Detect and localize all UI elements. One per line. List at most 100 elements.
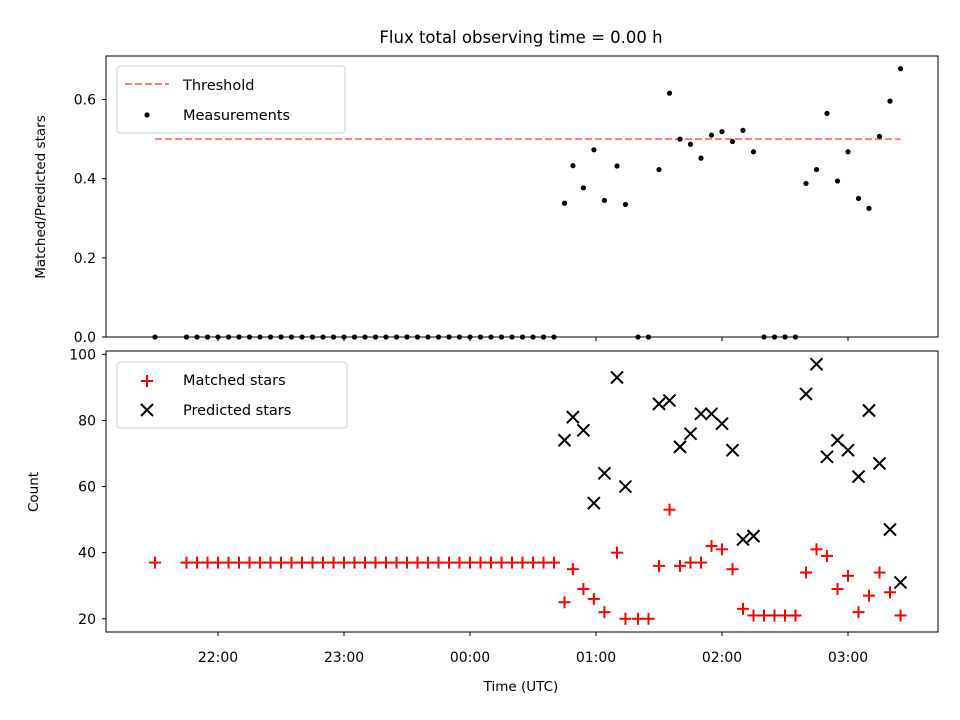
matched-stars-point	[275, 556, 287, 569]
matched-stars-point	[810, 543, 823, 556]
measurement-point	[740, 127, 746, 134]
predicted-stars-point	[809, 357, 824, 371]
predicted-stars-point	[557, 433, 572, 447]
bottom-axes-frame	[105, 350, 939, 633]
bottom-x-axis-label: Time (UTC)	[483, 679, 559, 695]
bottom-y-ticks: 20 40 60 80 100	[69, 347, 106, 628]
top-y-tick-label: 0.2	[74, 251, 96, 267]
matched-stars-point	[149, 556, 161, 569]
matched-stars-point	[716, 543, 728, 556]
matched-stars-point	[894, 609, 907, 622]
bottom-x-tick-label: 02:00	[702, 650, 742, 666]
matched-stars-point	[674, 559, 686, 572]
matched-stars-points	[149, 503, 907, 625]
measurement-point	[887, 98, 893, 104]
matched-stars-point	[296, 556, 308, 569]
matched-stars-point	[577, 583, 590, 596]
predicted-stars-point	[725, 443, 740, 457]
matched-stars-point	[401, 556, 413, 569]
matched-stars-point	[705, 540, 718, 553]
predicted-stars-point	[883, 522, 897, 537]
bottom-x-ticks: 22:00 23:00 00:00 01:00 02:00 03:00	[198, 632, 868, 666]
matched-stars-point	[800, 566, 812, 579]
measurement-point	[591, 147, 597, 153]
matched-stars-point	[821, 549, 833, 562]
matched-stars-point	[695, 556, 707, 569]
matched-stars-point	[884, 586, 896, 599]
measurement-point	[708, 132, 715, 138]
predicted-stars-point	[851, 469, 866, 484]
legend-matched-swatch	[141, 375, 153, 387]
measurement-point	[855, 195, 862, 202]
predicted-stars-point	[704, 407, 719, 421]
matched-stars-point	[642, 612, 655, 625]
matched-stars-point	[506, 556, 518, 569]
bottom-y-tick-label: 60	[78, 480, 96, 496]
bottom-x-tick-label: 00:00	[450, 650, 490, 666]
matched-stars-point	[747, 609, 760, 622]
matched-stars-point	[789, 609, 802, 622]
top-y-tick-label: 0.6	[74, 93, 96, 109]
measurement-point	[666, 90, 673, 96]
matched-stars-point	[537, 556, 550, 569]
matched-stars-point	[380, 556, 392, 569]
predicted-stars-point	[576, 423, 591, 438]
matched-stars-point	[566, 563, 579, 576]
measurement-point	[677, 136, 683, 142]
matched-stars-point	[422, 556, 434, 569]
measurement-point	[813, 166, 820, 173]
measurement-point	[897, 66, 904, 72]
bottom-legend: Matched stars Predicted stars	[116, 361, 348, 429]
measurement-point	[580, 185, 587, 191]
matched-stars-point	[222, 556, 235, 569]
measurement-point	[834, 178, 841, 184]
predicted-stars-point	[862, 403, 876, 418]
predicted-stars-point	[799, 387, 813, 401]
predicted-stars-point	[610, 370, 624, 385]
measurement-point	[866, 205, 872, 211]
matched-stars-point	[516, 556, 529, 569]
measurement-point	[622, 201, 629, 208]
predicted-stars-point	[715, 417, 729, 431]
matched-stars-point	[317, 556, 329, 569]
predicted-stars-point	[652, 397, 666, 411]
matched-stars-point	[254, 556, 266, 569]
matched-stars-point	[327, 556, 340, 569]
predicted-stars-point	[746, 529, 761, 543]
bottom-y-axis-label: Count	[26, 472, 42, 512]
matched-stars-point	[842, 569, 854, 582]
predicted-stars-points	[557, 357, 908, 590]
legend-predicted-swatch	[140, 403, 154, 417]
matched-stars-point	[558, 596, 571, 609]
matched-stars-point	[663, 503, 676, 516]
legend-measurements-swatch	[144, 112, 150, 118]
measurement-point	[561, 200, 568, 206]
bottom-x-tick-label: 01:00	[576, 650, 616, 666]
matched-stars-point	[587, 592, 600, 605]
top-y-ticks: 0.0 0.2 0.4 0.6	[74, 93, 106, 346]
measurement-point	[656, 166, 662, 173]
matched-stars-point	[306, 556, 319, 569]
matched-stars-point	[684, 556, 697, 569]
matched-stars-point	[758, 609, 770, 622]
matched-stars-point	[632, 612, 644, 625]
legend-matched-label: Matched stars	[183, 373, 286, 389]
matched-stars-point	[264, 556, 277, 569]
matched-stars-point	[485, 556, 497, 569]
matched-stars-point	[453, 556, 466, 569]
bottom-y-tick-label: 100	[69, 347, 96, 363]
matched-stars-point	[243, 556, 256, 569]
matched-stars-point	[233, 556, 245, 569]
top-legend: Threshold Measurements	[116, 65, 346, 134]
measurement-point	[803, 180, 809, 187]
predicted-stars-point	[820, 450, 834, 464]
matched-stars-point	[180, 556, 193, 569]
top-y-tick-label: 0.4	[74, 172, 96, 188]
matched-stars-point	[863, 589, 875, 602]
matched-stars-point	[443, 556, 455, 569]
matched-stars-point	[779, 609, 791, 622]
matched-stars-point	[495, 556, 508, 569]
measurement-point	[750, 149, 757, 155]
legend-measurements-label: Measurements	[183, 108, 290, 124]
matched-stars-point	[619, 612, 632, 625]
